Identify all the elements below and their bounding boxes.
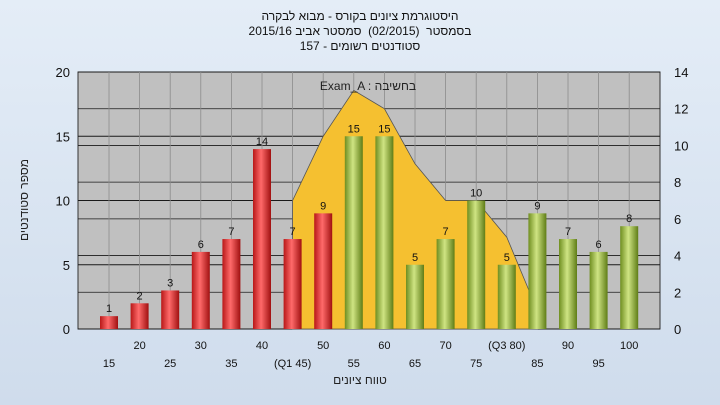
y2-tick-label: 4 (674, 249, 681, 264)
bar-value-label: 5 (412, 252, 418, 264)
bar-value-label: 9 (320, 200, 326, 212)
bar (344, 136, 363, 329)
y-tick-label: 20 (56, 65, 70, 80)
y2-tick-label: 2 (674, 285, 681, 300)
bar-value-label: 2 (137, 290, 143, 302)
bar (467, 200, 486, 329)
bar-value-label: 14 (256, 136, 268, 148)
chart-subtitle-semester: בסמסטר (02/2015) סמסטר אביב 2015/16 (248, 24, 472, 38)
x-tick-label: 70 (439, 340, 451, 352)
y-tick-label: 0 (63, 322, 70, 337)
x-tick-label: 40 (256, 340, 268, 352)
x-tick-label: 50 (317, 340, 329, 352)
bar (161, 290, 180, 329)
y2-tick-label: 0 (674, 322, 681, 337)
bar-value-label: 6 (596, 239, 602, 251)
x-tick-label: 35 (225, 358, 237, 370)
x-tick-label: 55 (348, 358, 360, 370)
bar (100, 316, 118, 329)
bar-value-label: 15 (378, 123, 390, 135)
chart-titles: היסטוגרמת ציונים בקורס - מבוא לבקרה בסמס… (0, 9, 720, 54)
x-tick-label: 95 (592, 358, 604, 370)
bar-value-label: 9 (534, 200, 540, 212)
y-tick-label: 15 (56, 129, 70, 144)
bar-value-label: 7 (228, 226, 234, 238)
bar (191, 251, 210, 329)
bar-value-label: 6 (198, 239, 204, 251)
bar (253, 149, 271, 329)
y-axis-label: מספר סטודנטים (17, 158, 31, 242)
bar-value-label: 8 (626, 213, 632, 225)
chart-annotation: Exam_A : בחשיבה (319, 79, 417, 93)
y2-tick-label: 10 (674, 138, 688, 153)
chart-subtitle-registered: סטודנטים רשומים - 157 (299, 39, 421, 53)
bar (283, 239, 302, 329)
bar (497, 264, 516, 329)
bar (559, 239, 577, 329)
bar-value-label: 7 (565, 226, 571, 238)
bar-value-label: 1 (106, 303, 112, 315)
bar (589, 251, 608, 329)
y2-tick-label: 8 (674, 175, 681, 190)
bar (406, 264, 424, 329)
x-tick-label: 85 (531, 358, 543, 370)
x-tick-label: (Q3 80) (488, 340, 525, 352)
bar-value-label: 3 (167, 277, 173, 289)
x-tick-label: (Q1 45) (274, 358, 311, 370)
bar (375, 136, 394, 329)
x-tick-label: 75 (470, 358, 482, 370)
x-tick-label: 30 (195, 340, 207, 352)
bar (436, 239, 455, 329)
x-tick-label: 90 (562, 340, 574, 352)
bar (620, 226, 639, 329)
bar-value-label: 15 (348, 123, 360, 135)
x-tick-label: 15 (103, 358, 115, 370)
x-tick-label: 100 (620, 340, 638, 352)
bar (222, 239, 241, 329)
y2-tick-label: 14 (674, 65, 688, 80)
chart-title: היסטוגרמת ציונים בקורס - מבוא לבקרה (261, 9, 459, 23)
y-tick-label: 10 (56, 194, 70, 209)
bar-value-label: 10 (470, 188, 482, 200)
bar (130, 303, 149, 329)
bar-value-label: 7 (290, 226, 296, 238)
x-tick-label: 20 (133, 340, 145, 352)
x-tick-label: 25 (164, 358, 176, 370)
y2-tick-label: 12 (674, 102, 688, 117)
x-axis-label: טווח ציונים (333, 373, 387, 387)
bar-value-label: 5 (504, 252, 510, 264)
bar-value-label: 7 (443, 226, 449, 238)
bar (528, 213, 547, 329)
bar (314, 213, 333, 329)
x-tick-label: 60 (378, 340, 390, 352)
x-tick-label: 65 (409, 358, 421, 370)
y-tick-label: 5 (63, 258, 70, 273)
y2-tick-label: 6 (674, 212, 681, 227)
